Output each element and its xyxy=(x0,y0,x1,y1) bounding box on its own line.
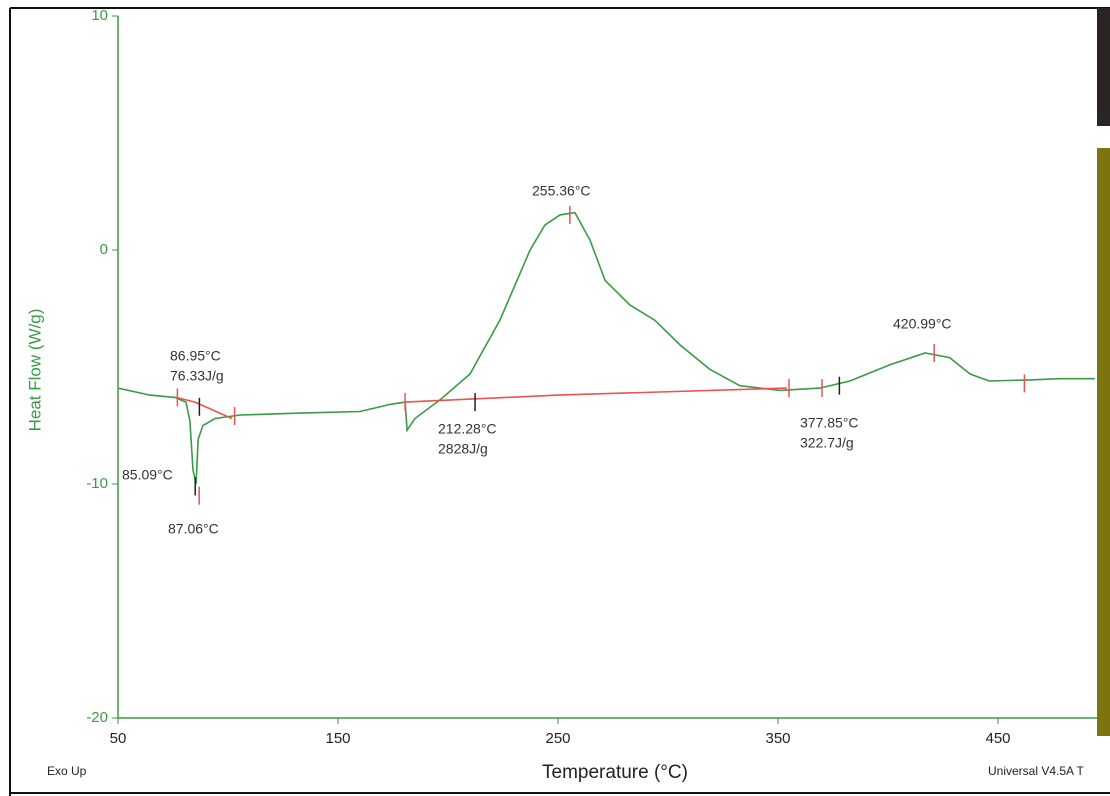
y-tick-label: 0 xyxy=(100,241,108,258)
line xyxy=(175,396,233,420)
annotation: 420.99°C xyxy=(893,316,952,332)
overlay-dark xyxy=(1097,8,1110,126)
x-tick-label: 350 xyxy=(765,730,790,747)
y-axis-label: Heat Flow (W/g) xyxy=(25,309,44,432)
line xyxy=(405,387,787,403)
x-axis-label: Temperature (°C) xyxy=(542,762,688,783)
x-tick-label: 250 xyxy=(545,730,570,747)
annotation: 76.33J/g xyxy=(170,368,224,384)
annotation: 2828J/g xyxy=(438,441,488,457)
annotation: 86.95°C xyxy=(170,348,221,364)
overlay-olive xyxy=(1097,148,1110,736)
footer-right: Universal V4.5A T xyxy=(988,764,1084,778)
annotation: 87.06°C xyxy=(168,521,219,537)
line xyxy=(117,211,1095,485)
annotation: 377.85°C xyxy=(800,415,859,431)
y-tick-label: -20 xyxy=(86,709,108,726)
x-tick-label: 450 xyxy=(985,730,1010,747)
footer-left: Exo Up xyxy=(47,764,87,778)
annotation: 255.36°C xyxy=(532,183,591,199)
y-tick-label: 10 xyxy=(91,7,108,24)
annotation: 322.7J/g xyxy=(800,435,854,451)
annotation: 212.28°C xyxy=(438,421,497,437)
y-tick-label: -10 xyxy=(86,475,108,492)
x-tick-label: 50 xyxy=(110,730,127,747)
annotation: 85.09°C xyxy=(122,467,173,483)
x-tick-label: 150 xyxy=(325,730,350,747)
